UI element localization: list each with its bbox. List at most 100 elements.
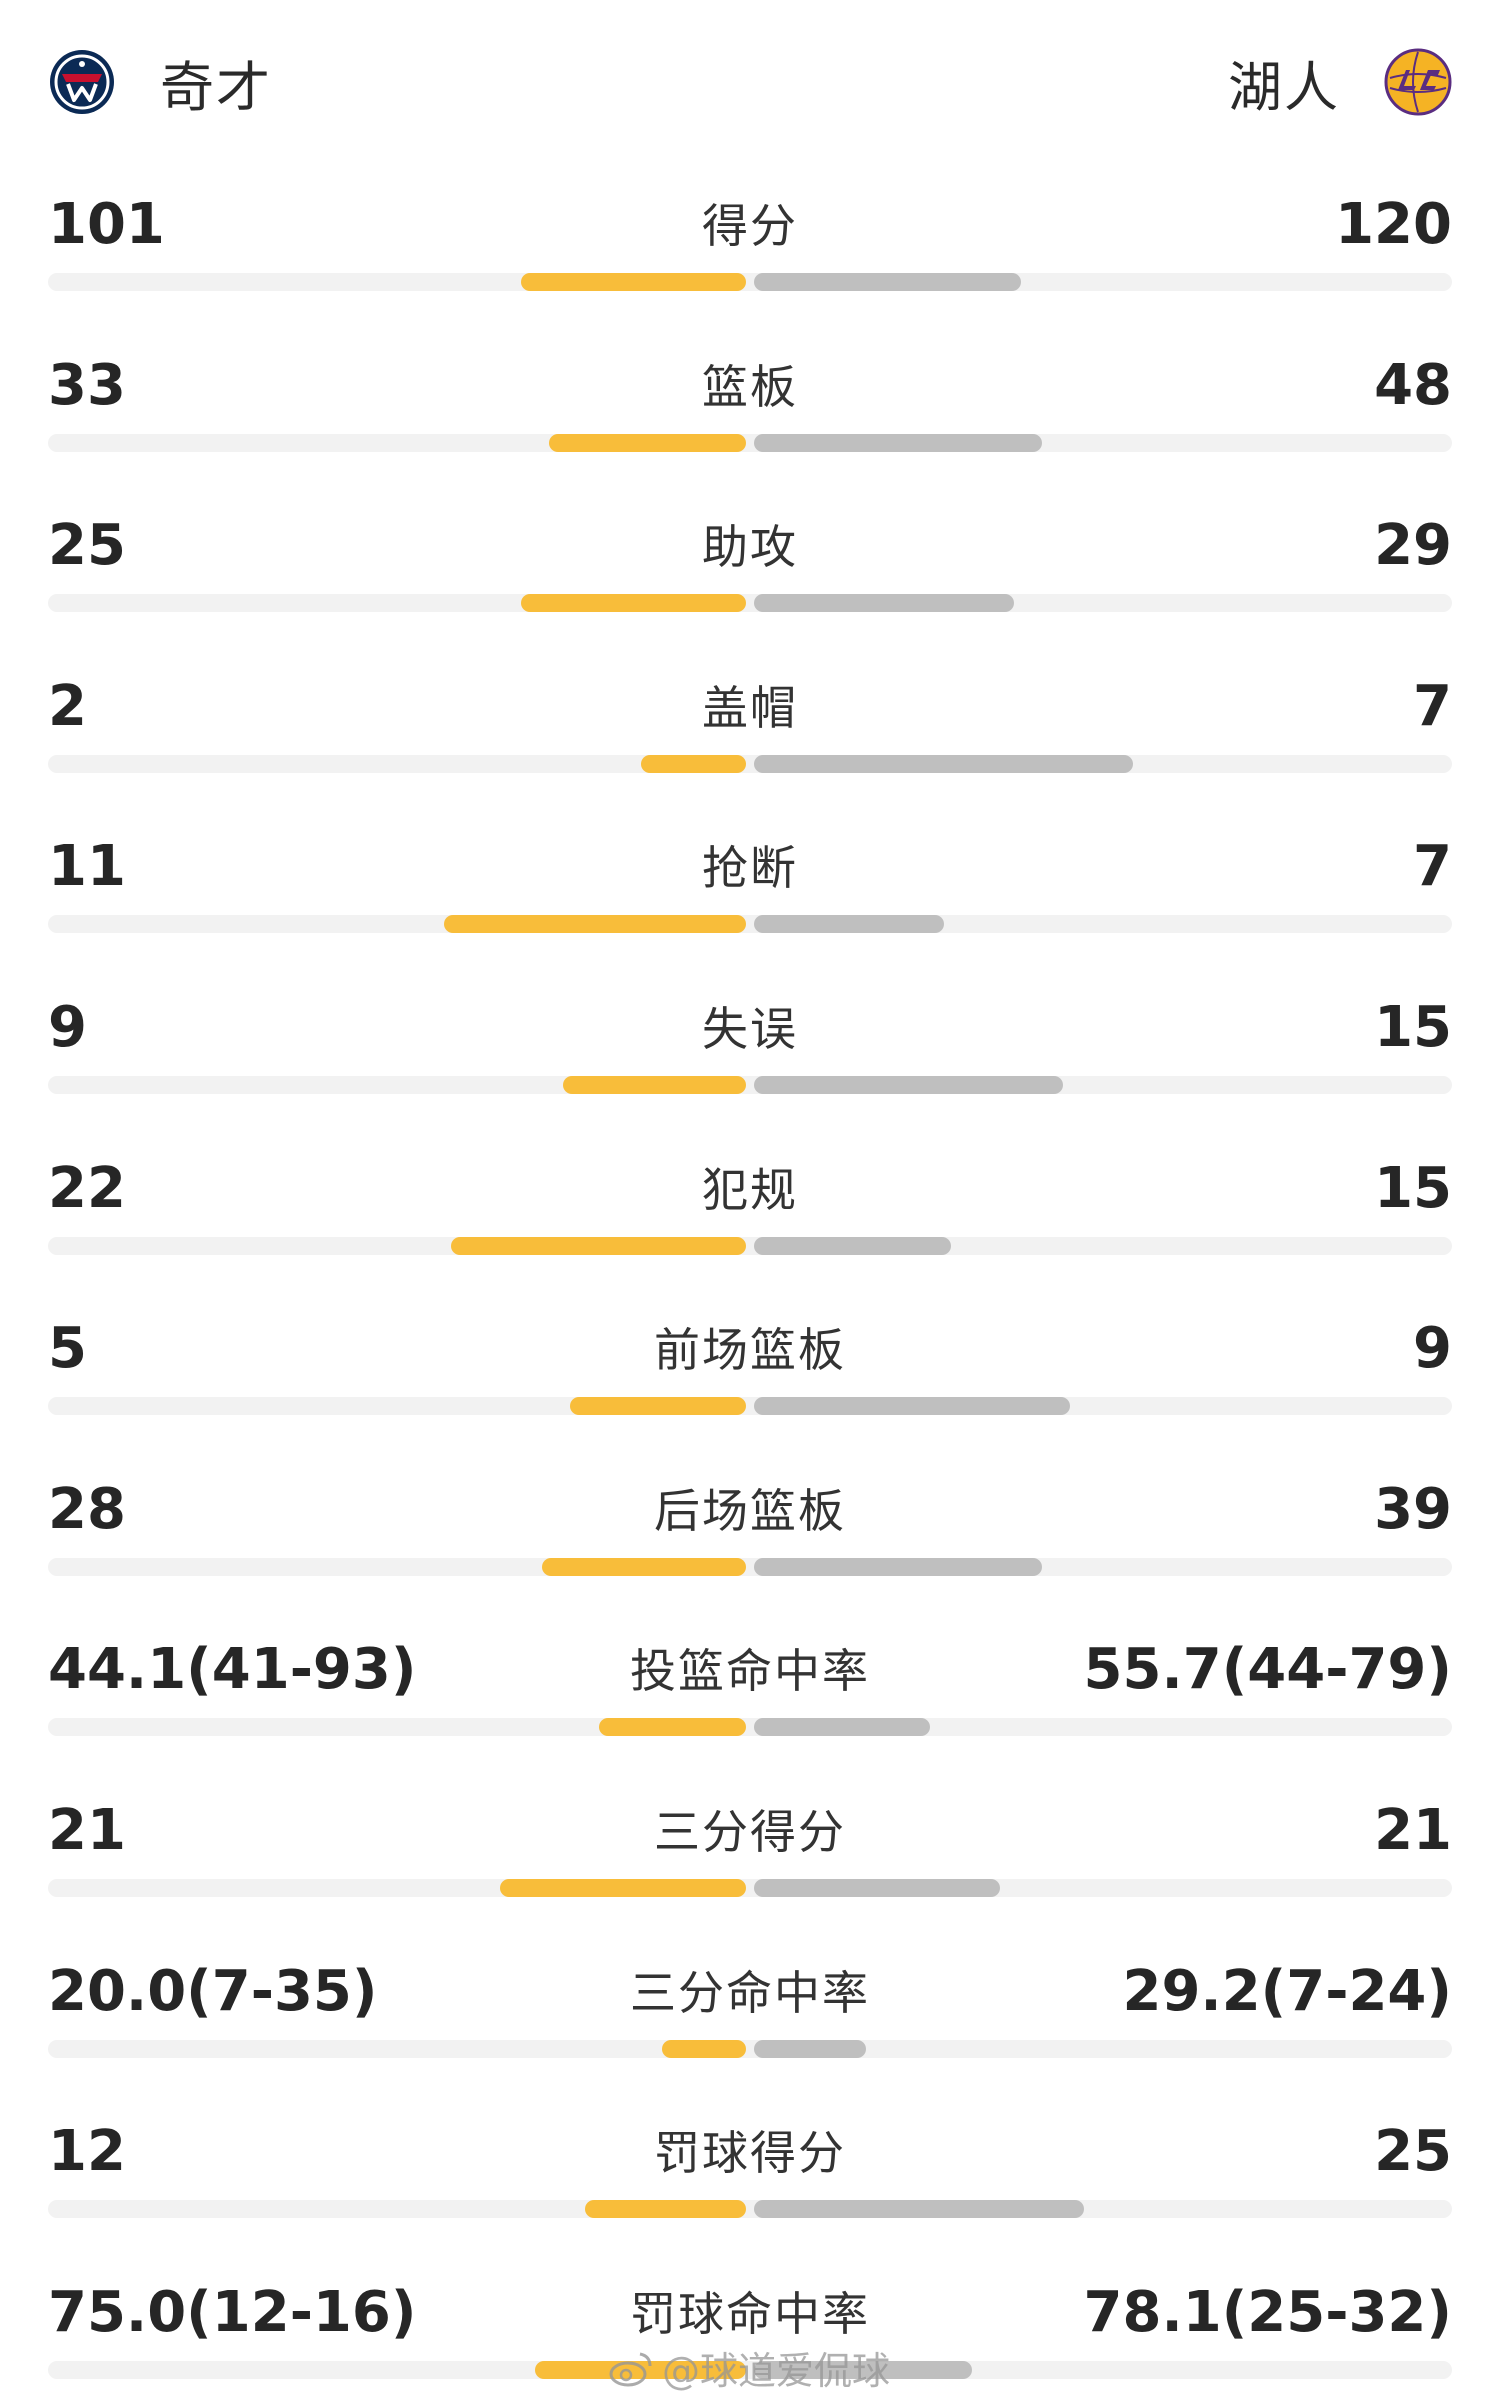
away-stat-bar <box>754 1397 1070 1416</box>
stat-label: 犯规 <box>702 1162 798 1217</box>
away-stat-value: 25 <box>1374 2119 1452 2185</box>
watermark: @球道爱侃球 <box>608 2340 890 2395</box>
away-stat-bar <box>754 2360 972 2379</box>
stat-row: 44.1(41-93) 投篮命中率 55.7(44-79) <box>0 1605 1500 1766</box>
home-stat-value: 20.0(7-35) <box>48 1958 378 2024</box>
stat-bar-track <box>48 1236 1452 1255</box>
stat-bar-track <box>48 273 1452 291</box>
home-stat-value: 101 <box>48 192 165 257</box>
away-stat-bar <box>754 754 1133 773</box>
wizards-logo-icon <box>50 50 114 114</box>
stat-row: 22 犯规 15 <box>0 1124 1500 1285</box>
stat-label: 前场篮板 <box>654 1323 846 1378</box>
away-team-name: 湖人 <box>1228 55 1340 119</box>
stat-label: 三分得分 <box>654 1804 846 1859</box>
away-stat-value: 78.1(25-32) <box>1083 2279 1452 2345</box>
home-stat-bar <box>500 1878 746 1897</box>
home-stat-value: 12 <box>48 2119 126 2185</box>
home-stat-value: 75.0(12-16) <box>48 2279 417 2345</box>
home-stat-value: 44.1(41-93) <box>48 1637 417 1703</box>
away-stat-bar <box>754 915 944 934</box>
away-stat-bar <box>754 273 1021 291</box>
away-stat-value: 29.2(7-24) <box>1122 1958 1453 2024</box>
home-stat-value: 28 <box>48 1476 126 1542</box>
home-team-name: 奇才 <box>160 55 272 119</box>
home-stat-value: 21 <box>48 1797 126 1863</box>
stat-bar-track <box>48 915 1452 934</box>
stat-bar-track <box>48 1557 1452 1576</box>
away-stat-bar <box>754 2200 1084 2219</box>
home-stat-bar <box>563 1075 746 1094</box>
stat-label: 盖帽 <box>702 680 798 735</box>
stat-bar-track <box>48 594 1452 613</box>
lakers-logo-icon <box>1384 48 1452 116</box>
away-stat-bar <box>754 2039 866 2058</box>
stat-bar-track <box>48 2039 1452 2058</box>
stat-label: 罚球命中率 <box>630 2286 870 2341</box>
away-stat-value: 7 <box>1413 834 1452 900</box>
scoreboard-header: 奇才 湖人 <box>0 0 1500 160</box>
stat-row: 5 前场篮板 9 <box>0 1284 1500 1445</box>
away-stat-value: 55.7(44-79) <box>1083 1637 1452 1703</box>
home-stat-bar <box>542 1557 746 1576</box>
stat-label: 失误 <box>702 1001 798 1056</box>
stat-bar-track <box>48 1075 1452 1094</box>
weibo-icon <box>609 2352 652 2386</box>
home-team[interactable]: 奇才 <box>48 44 272 120</box>
stat-label: 三分命中率 <box>630 1965 870 2020</box>
away-stat-value: 15 <box>1374 1155 1452 1221</box>
away-stat-bar <box>754 1718 930 1737</box>
stats-list: 101 得分 120 33 篮板 48 25 助攻 29 2 盖帽 7 11 抢断 7 9 失误 15 22 犯规 15… <box>0 160 1500 2408</box>
stat-bar-track <box>48 754 1452 773</box>
stat-row: 11 抢断 7 <box>0 802 1500 963</box>
stat-row: 2 盖帽 7 <box>0 642 1500 803</box>
stat-label: 助攻 <box>702 520 798 575</box>
away-stat-value: 7 <box>1413 673 1452 739</box>
home-stat-value: 33 <box>48 352 126 418</box>
home-stat-value: 9 <box>48 994 87 1060</box>
away-stat-value: 9 <box>1413 1316 1452 1382</box>
stat-label: 抢断 <box>702 841 798 896</box>
home-stat-value: 22 <box>48 1155 126 1221</box>
stat-label: 投篮命中率 <box>630 1644 870 1699</box>
away-stat-bar <box>754 433 1042 452</box>
home-stat-bar <box>599 1718 746 1737</box>
stat-bar-track <box>48 1397 1452 1416</box>
home-stat-bar <box>451 1236 746 1255</box>
away-stat-value: 21 <box>1374 1797 1452 1863</box>
home-stat-bar <box>585 2200 746 2219</box>
away-stat-bar <box>754 594 1014 613</box>
home-stat-value: 5 <box>48 1316 87 1382</box>
stat-row: 101 得分 120 <box>0 160 1500 321</box>
stat-bar-track <box>48 433 1452 452</box>
home-stat-bar <box>570 1397 746 1416</box>
stat-row: 28 后场篮板 39 <box>0 1445 1500 1606</box>
stat-row: 75.0(12-16) 罚球命中率 78.1(25-32) <box>0 2248 1500 2408</box>
stat-label: 后场篮板 <box>654 1483 846 1538</box>
stat-label: 得分 <box>702 199 798 253</box>
away-stat-value: 39 <box>1374 1476 1452 1542</box>
away-stat-value: 29 <box>1374 513 1452 579</box>
home-stat-value: 25 <box>48 513 126 579</box>
stat-bar-track <box>48 2360 1452 2379</box>
away-team[interactable]: 湖人 <box>1228 44 1452 120</box>
home-stat-bar <box>444 915 746 934</box>
away-stat-value: 120 <box>1335 192 1452 257</box>
watermark-text: @球道爱侃球 <box>662 2349 891 2393</box>
away-stat-value: 48 <box>1374 352 1452 418</box>
stat-row: 12 罚球得分 25 <box>0 2087 1500 2248</box>
stat-row: 21 三分得分 21 <box>0 1766 1500 1927</box>
home-stat-bar <box>521 273 746 291</box>
stat-bar-track <box>48 1878 1452 1897</box>
stat-bar-track <box>48 2200 1452 2219</box>
stat-label: 篮板 <box>702 359 798 414</box>
away-stat-bar <box>754 1878 1000 1897</box>
stat-row: 9 失误 15 <box>0 963 1500 1124</box>
stat-bar-track <box>48 1718 1452 1737</box>
home-stat-value: 11 <box>48 834 126 900</box>
stat-row: 20.0(7-35) 三分命中率 29.2(7-24) <box>0 1927 1500 2088</box>
home-stat-bar <box>549 433 746 452</box>
stat-label: 罚球得分 <box>654 2126 846 2181</box>
home-stat-bar <box>535 2360 746 2379</box>
away-stat-bar <box>754 1236 951 1255</box>
